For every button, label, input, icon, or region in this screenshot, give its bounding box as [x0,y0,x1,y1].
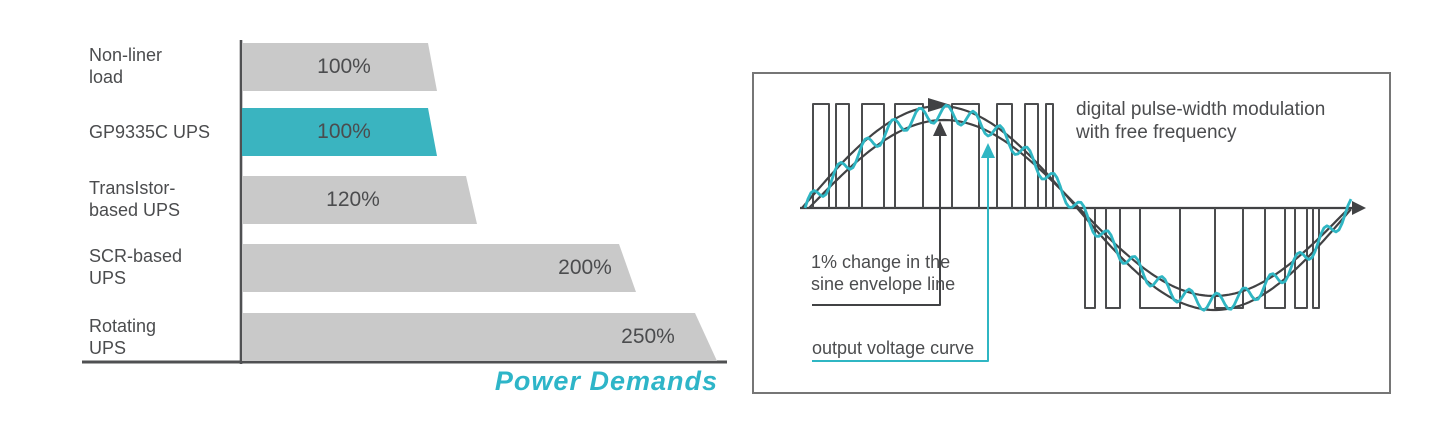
annotation-sine-envelope: 1% change in the sine envelope line [811,251,955,295]
value-label: 100% [317,55,371,78]
annotation-modulation-line1: digital pulse-width modulation [1076,99,1326,120]
value-label: 250% [621,325,675,348]
bar [242,43,437,91]
annotation-sine-envelope-line2: sine envelope line [811,274,956,294]
bar-highlighted [242,108,437,156]
category-label: Rotating UPS [89,316,157,358]
category-label: SCR-based UPS [89,246,183,288]
annotation-output-voltage: output voltage curve [812,338,975,358]
pwm-diagram-box [752,72,1391,394]
category-label: Non-liner load [89,45,163,87]
annotation-sine-envelope-line1: 1% change in the [811,252,951,272]
chart-title: Power Demands [494,366,718,396]
annotation-modulation-line2: with free frequency [1076,122,1237,143]
annotation-modulation: digital pulse-width modulation with free… [1076,98,1325,144]
value-label: 100% [317,120,371,143]
value-label: 200% [558,256,612,279]
bar [242,244,636,292]
value-label: 120% [326,188,380,211]
category-label: GP9335C UPS [89,122,211,142]
category-label: TransIstor- based UPS [89,178,181,220]
bar [242,176,477,224]
bar [242,313,717,361]
